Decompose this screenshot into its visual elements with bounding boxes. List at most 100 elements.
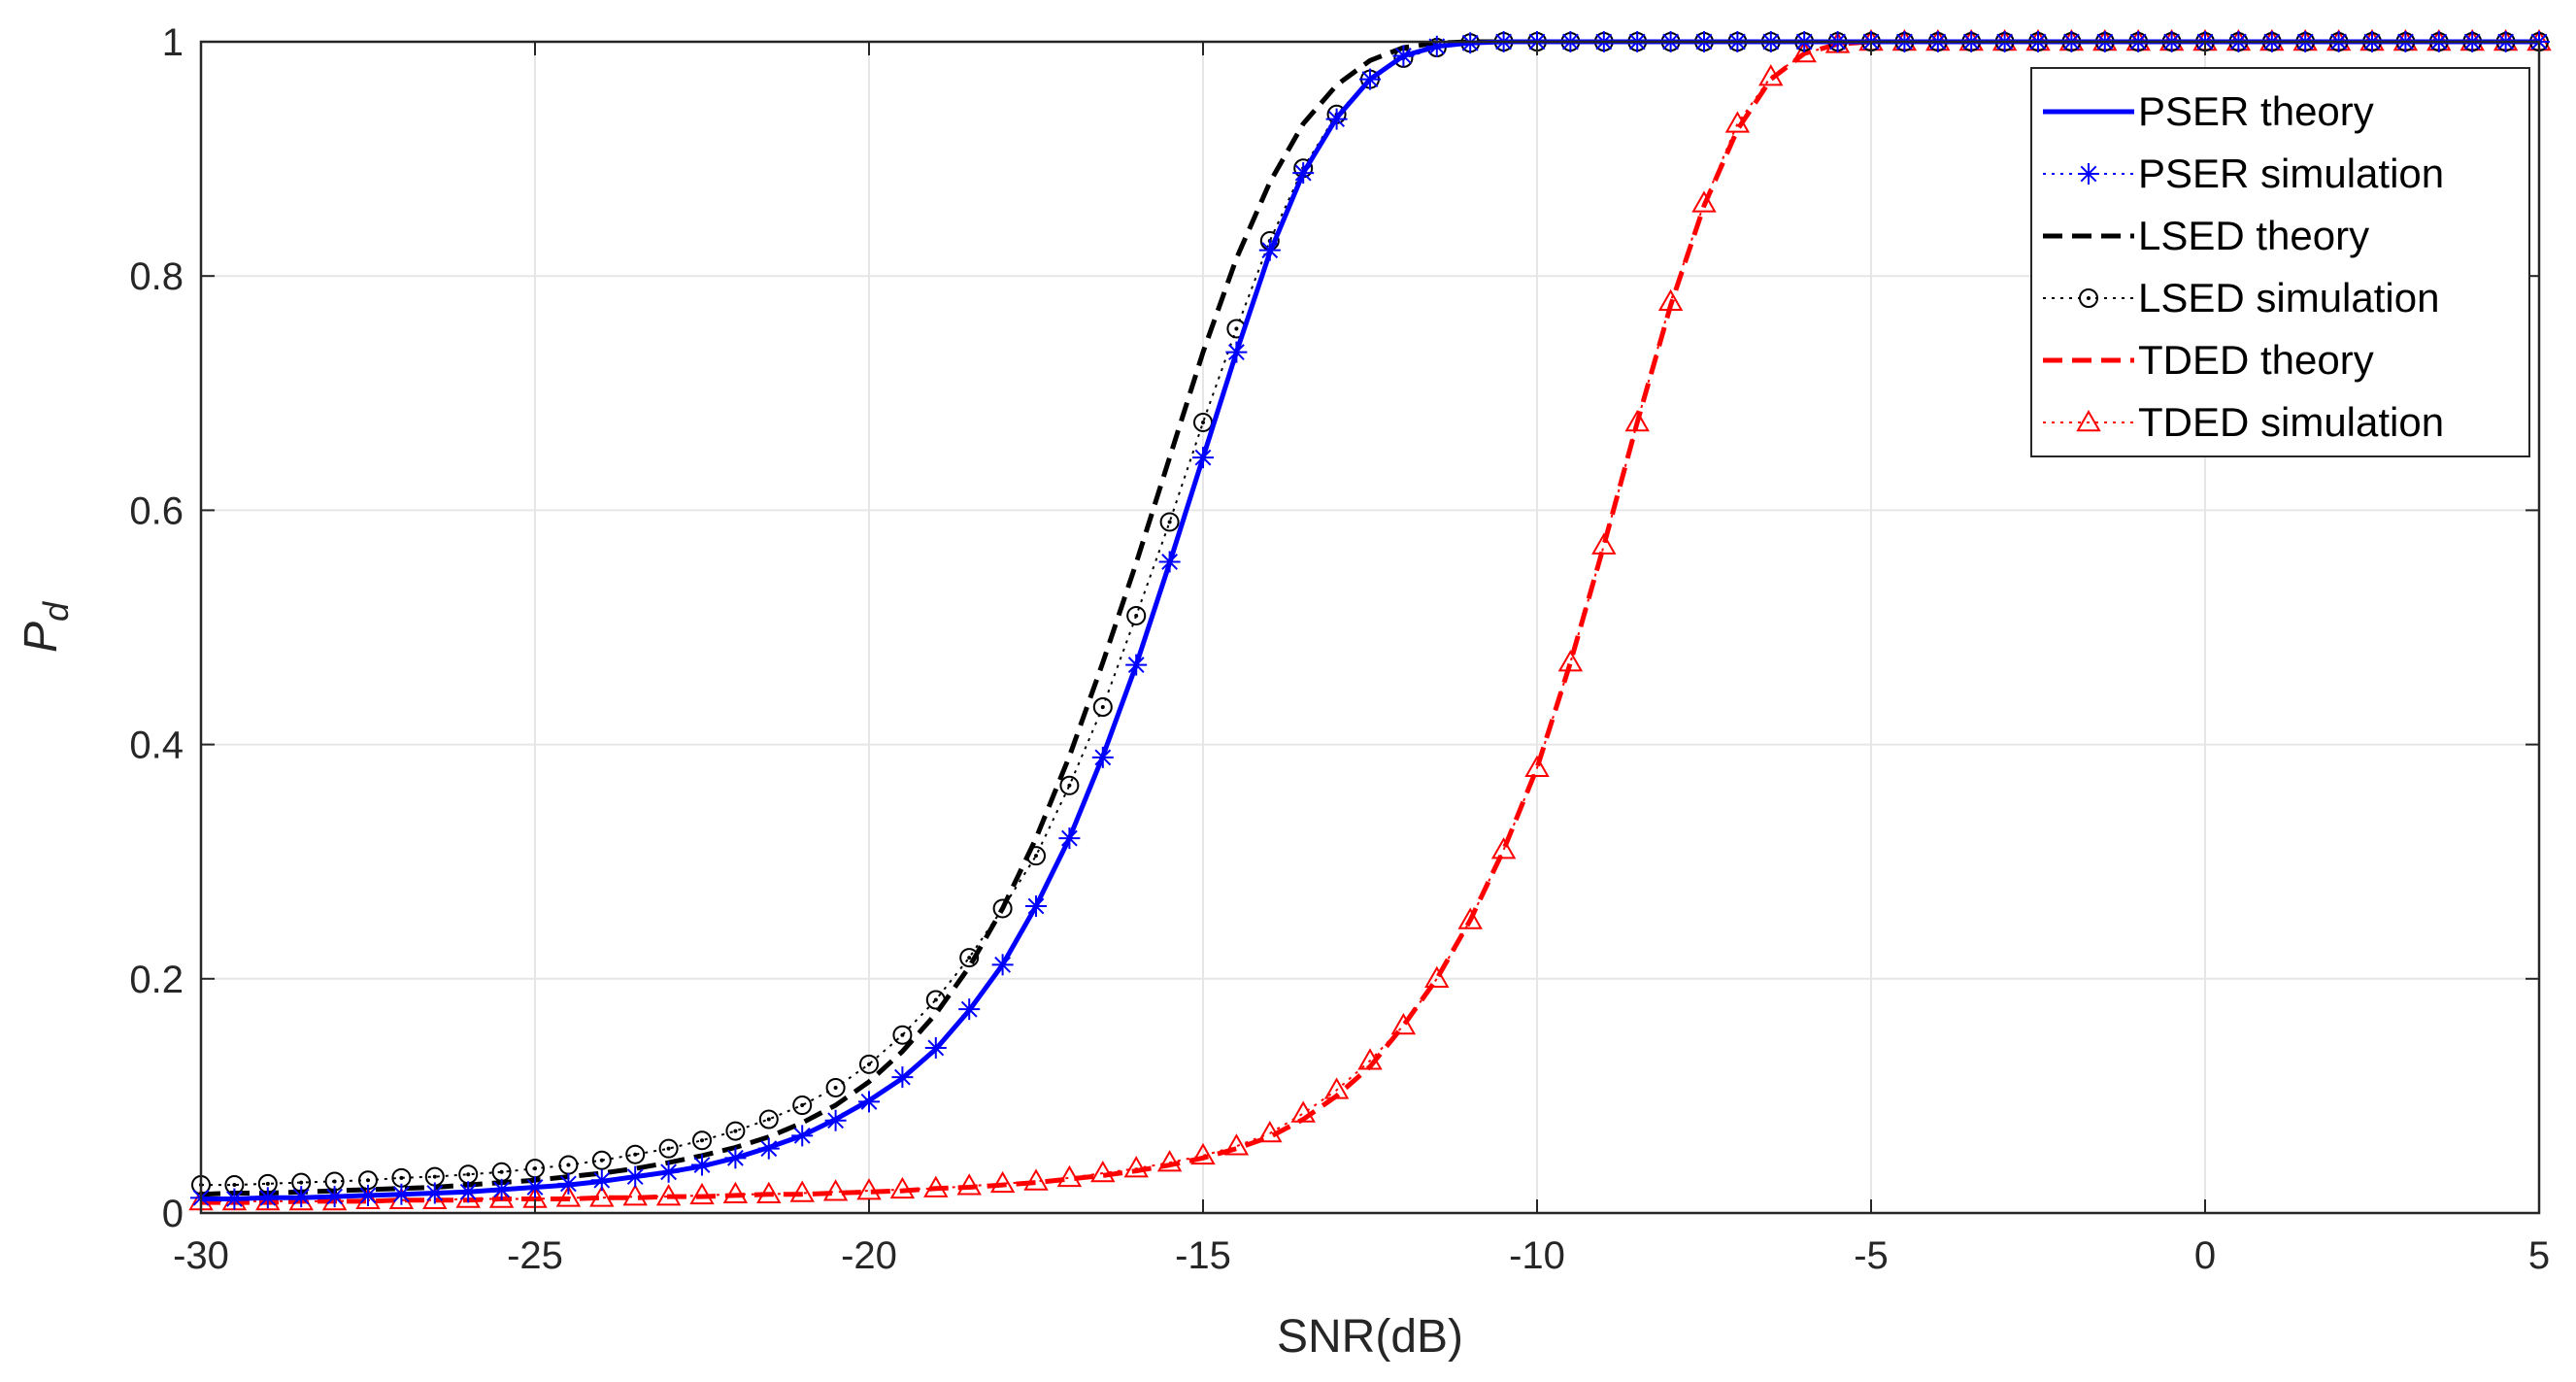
data-point-pser-simulation: [1192, 447, 1214, 469]
legend-item-lsed-theory: LSED theory: [2043, 213, 2369, 258]
data-point-lsed-simulation: [658, 1138, 679, 1159]
data-point-lsed-simulation: [1092, 697, 1113, 718]
legend-marker-lsed-simulation: [2079, 288, 2098, 308]
data-point-tded-simulation: [1090, 1160, 1116, 1183]
data-point-tded-simulation: [555, 1185, 582, 1207]
data-point-pser-simulation: [390, 1183, 413, 1205]
data-point-tded-simulation: [622, 1184, 648, 1206]
data-point-pser-simulation: [1325, 108, 1348, 130]
data-point-pser-simulation: [691, 1154, 713, 1176]
x-axis-label: SNR(dB): [1277, 1311, 1463, 1363]
data-point-tded-simulation: [856, 1178, 882, 1200]
data-point-lsed-simulation: [992, 898, 1013, 919]
y-tick-label: 0.4: [129, 725, 184, 767]
data-point-pser-simulation: [891, 1066, 914, 1089]
data-point-pser-simulation: [490, 1178, 513, 1200]
data-point-lsed-simulation: [925, 990, 946, 1010]
data-point-pser-simulation: [924, 1036, 947, 1059]
data-point-pser-simulation: [1225, 341, 1248, 363]
data-point-pser-simulation: [557, 1172, 580, 1195]
x-tick-label: 5: [2528, 1234, 2550, 1277]
data-point-tded-simulation: [1457, 907, 1483, 929]
data-point-tded-simulation: [1190, 1142, 1216, 1165]
data-point-pser-simulation: [590, 1169, 613, 1192]
data-point-pser-simulation: [624, 1165, 647, 1188]
data-point-tded-simulation: [1557, 650, 1584, 672]
data-point-pser-simulation: [1258, 239, 1281, 261]
x-tick-label: -25: [507, 1234, 563, 1277]
data-point-pser-simulation: [323, 1186, 346, 1208]
data-point-pser-simulation: [1392, 45, 1415, 67]
data-point-tded-simulation: [1156, 1150, 1183, 1172]
data-point-pser-simulation: [791, 1125, 814, 1147]
legend-item-tded-simulation: TDED simulation: [2043, 399, 2444, 445]
data-point-pser-simulation: [757, 1137, 780, 1160]
data-point-tded-simulation: [1624, 409, 1650, 432]
data-point-pser-simulation: [1058, 827, 1081, 850]
data-point-lsed-simulation: [1159, 512, 1180, 532]
x-tick-label: 0: [2194, 1234, 2216, 1277]
data-point-tded-simulation: [1323, 1077, 1350, 1099]
data-point-tded-simulation: [1758, 64, 1784, 86]
data-point-lsed-simulation: [1059, 775, 1080, 795]
data-point-tded-simulation: [1290, 1100, 1316, 1123]
data-point-pser-simulation: [423, 1182, 446, 1204]
data-point-lsed-simulation: [792, 1095, 813, 1116]
data-point-pser-simulation: [724, 1147, 747, 1169]
y-tick-label: 0.6: [129, 489, 184, 532]
data-point-tded-simulation: [956, 1173, 982, 1196]
data-point-tded-simulation: [1691, 190, 1717, 213]
data-point-tded-simulation: [1657, 288, 1684, 311]
data-point-pser-simulation: [1025, 895, 1047, 918]
data-point-tded-simulation: [1056, 1164, 1083, 1188]
legend-marker-tded-simulation: [2076, 409, 2101, 432]
data-point-tded-simulation: [722, 1181, 749, 1203]
legend-item-pser-simulation: PSER simulation: [2043, 151, 2444, 196]
data-point-tded-simulation: [321, 1188, 348, 1211]
data-point-lsed-simulation: [758, 1109, 779, 1129]
data-point-tded-simulation: [1223, 1133, 1250, 1156]
data-point-lsed-simulation: [725, 1121, 746, 1141]
data-point-tded-simulation: [589, 1185, 615, 1207]
data-point-tded-simulation: [1357, 1048, 1383, 1070]
data-point-tded-simulation: [1123, 1156, 1149, 1178]
data-point-tded-simulation: [923, 1175, 949, 1197]
data-point-lsed-simulation: [591, 1150, 612, 1170]
data-point-pser-simulation: [457, 1181, 480, 1203]
data-point-lsed-simulation: [825, 1077, 846, 1097]
data-point-tded-simulation: [1490, 837, 1517, 860]
data-point-lsed-simulation: [892, 1025, 913, 1045]
data-point-tded-simulation: [1791, 41, 1817, 63]
data-point-lsed-simulation: [692, 1130, 712, 1151]
y-tick-label: 0.2: [129, 959, 184, 1001]
data-point-tded-simulation: [1257, 1120, 1283, 1143]
y-tick-label: 0.8: [129, 255, 184, 298]
data-point-pser-simulation: [290, 1186, 313, 1208]
data-point-pser-simulation: [357, 1184, 379, 1206]
data-point-tded-simulation: [1424, 965, 1450, 989]
data-point-tded-simulation: [355, 1187, 381, 1209]
legend-label-lsed-simulation: LSED simulation: [2138, 275, 2439, 320]
data-point-lsed-simulation: [959, 948, 980, 968]
y-axis-label-subscript: d: [36, 601, 76, 622]
data-point-pser-simulation: [991, 954, 1014, 976]
data-point-tded-simulation: [989, 1170, 1016, 1194]
data-point-pser-simulation: [824, 1109, 847, 1131]
y-axis-label-main: P: [16, 622, 67, 653]
x-tick-label: -5: [1854, 1234, 1889, 1277]
data-point-tded-simulation: [1524, 755, 1550, 777]
data-point-tded-simulation: [1023, 1168, 1049, 1191]
data-point-tded-simulation: [822, 1179, 849, 1201]
data-point-tded-simulation: [488, 1186, 515, 1208]
data-point-pser-simulation: [524, 1176, 546, 1198]
data-point-pser-simulation: [1292, 162, 1315, 185]
legend: PSER theory PSER simulation LSED theory LSE…: [2030, 67, 2530, 457]
data-point-tded-simulation: [689, 1182, 715, 1205]
legend-label-tded-simulation: TDED simulation: [2138, 399, 2444, 445]
data-point-lsed-simulation: [625, 1144, 646, 1164]
legend-item-tded-theory: TDED theory: [2043, 337, 2374, 383]
data-point-tded-simulation: [756, 1181, 782, 1203]
data-point-tded-simulation: [889, 1176, 916, 1199]
x-tick-label: -10: [1509, 1234, 1565, 1277]
